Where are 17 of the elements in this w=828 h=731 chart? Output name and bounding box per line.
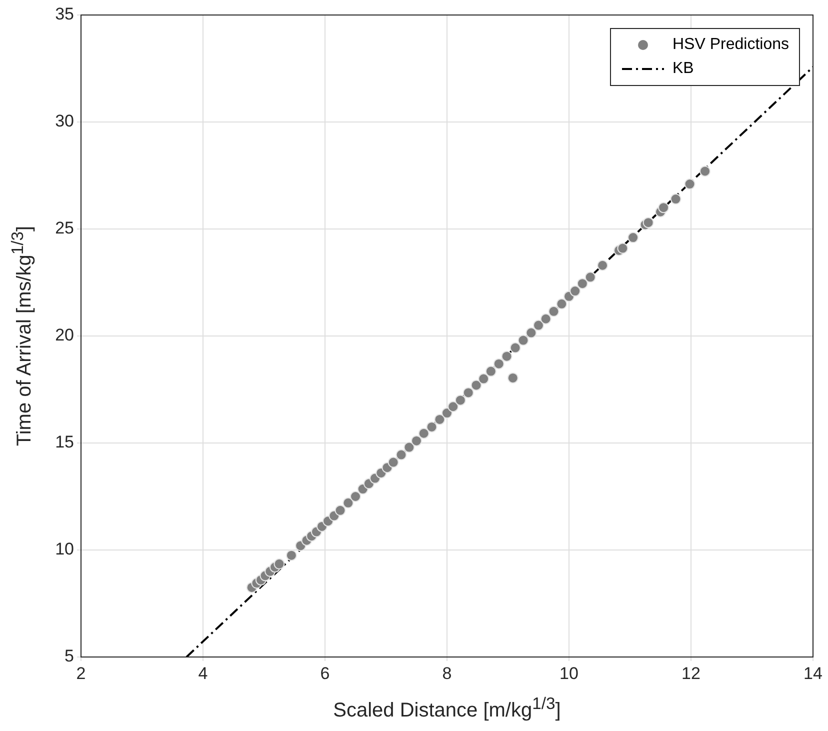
y-tick-label: 10 [55, 540, 74, 559]
x-tick-label: 14 [804, 664, 822, 683]
x-axis-title: Scaled Distance [m/kg$^{1/3}$] [332, 694, 562, 723]
y-tick-label: 5 [64, 646, 74, 666]
x-tick-label: 8 [442, 664, 452, 683]
y-tick-label: 25 [55, 218, 74, 238]
legend-label: HSV Predictions [672, 36, 789, 54]
legend-label: KB [672, 60, 694, 78]
y-tick-label: 20 [55, 326, 74, 345]
x-tick-label: 2 [76, 664, 86, 683]
x-tick-label: 4 [198, 664, 208, 683]
x-tick-label: 10 [560, 664, 578, 683]
y-tick-label: 15 [55, 432, 74, 452]
y-tick-label: 35 [55, 4, 74, 24]
x-tick-label: 6 [320, 664, 330, 683]
x-tick-label: 12 [682, 664, 700, 683]
y-tick-label: 30 [55, 112, 74, 131]
